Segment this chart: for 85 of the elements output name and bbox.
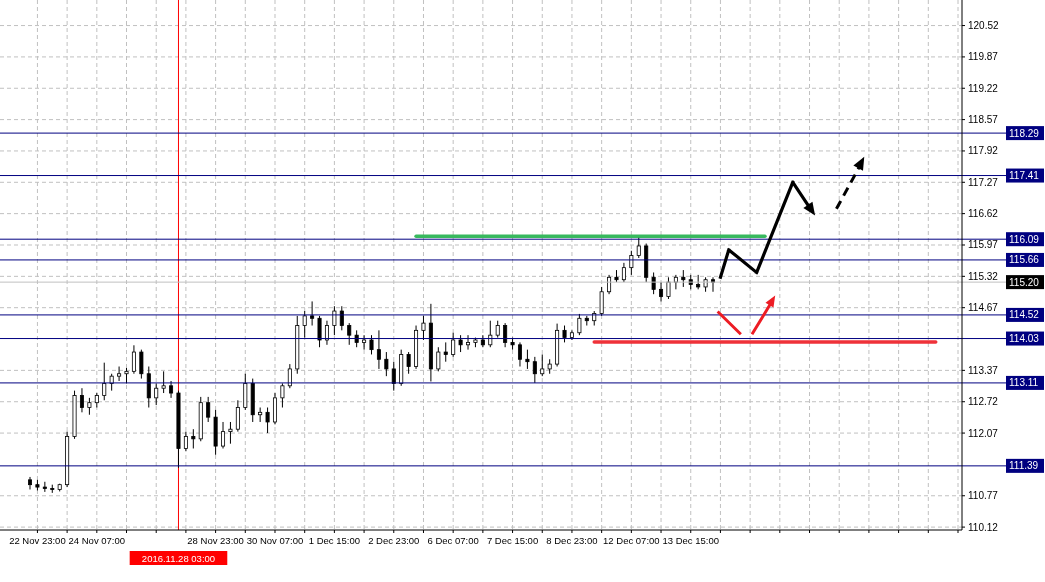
candlestick bbox=[228, 421, 233, 445]
candlestick bbox=[332, 305, 337, 336]
candlestick bbox=[287, 363, 292, 389]
y-tick-label: 115.32 bbox=[968, 270, 999, 282]
x-tick-label: 2016.11.28 03:00 bbox=[141, 552, 216, 564]
candlestick bbox=[265, 407, 270, 434]
ref-line-label: 114.03 bbox=[1009, 333, 1040, 345]
candlestick bbox=[161, 370, 166, 394]
candlestick bbox=[139, 349, 144, 380]
x-tick-label: 22 Nov 23:00 bbox=[9, 535, 66, 546]
candlestick bbox=[391, 361, 396, 392]
ref-line-label: 117.41 bbox=[1009, 170, 1040, 182]
candlestick bbox=[466, 334, 471, 351]
candlestick bbox=[651, 271, 656, 295]
candlestick bbox=[131, 344, 136, 375]
candlestick bbox=[376, 329, 381, 370]
candlestick bbox=[599, 286, 604, 317]
y-tick-label: 114.67 bbox=[968, 302, 999, 314]
candlestick bbox=[235, 399, 240, 433]
candlestick bbox=[525, 349, 530, 370]
candlestick bbox=[369, 334, 374, 355]
candlestick bbox=[406, 351, 411, 375]
candlestick bbox=[621, 262, 626, 283]
y-tick-label: 115.97 bbox=[968, 239, 999, 251]
candlestick bbox=[659, 281, 664, 302]
x-tick-label: 13 Dec 15:00 bbox=[662, 535, 719, 546]
candlestick bbox=[488, 320, 493, 348]
ref-line-label: 114.52 bbox=[1009, 309, 1040, 321]
y-tick-label: 117.27 bbox=[968, 176, 999, 188]
candlestick bbox=[317, 315, 322, 348]
y-tick-label: 117.92 bbox=[968, 145, 999, 157]
candlestick bbox=[339, 305, 344, 331]
x-tick-label: 28 Nov 23:00 bbox=[187, 535, 244, 546]
candlestick bbox=[206, 396, 211, 423]
x-tick-label: 6 Dec 07:00 bbox=[427, 535, 479, 546]
y-tick-label: 120.52 bbox=[968, 20, 1000, 32]
y-tick-label: 110.12 bbox=[968, 521, 999, 533]
y-tick-label: 113.37 bbox=[968, 364, 999, 376]
candlestick bbox=[436, 346, 441, 372]
ref-line-label: 113.11 bbox=[1009, 377, 1039, 389]
candlestick bbox=[532, 356, 537, 384]
y-tick-label: 119.22 bbox=[968, 82, 999, 94]
candlestick bbox=[154, 382, 159, 406]
ref-line-label: 115.20 bbox=[1009, 276, 1040, 288]
y-tick-label: 112.07 bbox=[968, 427, 999, 439]
candlestick bbox=[310, 300, 315, 327]
candlestick bbox=[517, 341, 522, 368]
candlestick bbox=[443, 341, 448, 363]
candlestick bbox=[302, 310, 307, 339]
candlestick bbox=[540, 353, 545, 377]
x-tick-label: 1 Dec 15:00 bbox=[308, 535, 360, 546]
candlestick bbox=[258, 407, 263, 423]
candlestick bbox=[221, 421, 226, 449]
candlestick bbox=[280, 382, 285, 409]
x-tick-label: 12 Dec 07:00 bbox=[603, 535, 660, 546]
candlestick bbox=[503, 322, 508, 348]
ref-line-label: 118.29 bbox=[1009, 127, 1040, 139]
x-tick-label: 30 Nov 07:00 bbox=[246, 535, 304, 546]
candlestick bbox=[421, 315, 426, 341]
candlestick bbox=[636, 236, 641, 259]
candlestick bbox=[191, 428, 196, 449]
y-tick-label: 116.62 bbox=[968, 208, 999, 220]
candlestick bbox=[117, 366, 122, 382]
candlestick bbox=[666, 276, 671, 300]
y-tick-label: 118.57 bbox=[968, 114, 999, 126]
x-tick-label: 8 Dec 23:00 bbox=[546, 535, 598, 546]
candlestick bbox=[347, 322, 352, 346]
candlestick bbox=[28, 476, 32, 490]
candlestick bbox=[79, 387, 84, 413]
candlestick bbox=[324, 320, 329, 346]
x-tick-label: 24 Nov 07:00 bbox=[68, 535, 126, 546]
y-tick-label: 119.87 bbox=[968, 51, 999, 63]
y-tick-label: 112.72 bbox=[968, 396, 999, 408]
candlestick bbox=[629, 250, 634, 276]
x-tick-label: 7 Dec 15:00 bbox=[486, 535, 539, 546]
candlestick bbox=[451, 332, 456, 358]
ref-line-label: 111.39 bbox=[1009, 460, 1039, 472]
ref-line-label: 116.09 bbox=[1009, 233, 1040, 245]
y-tick-label: 110.77 bbox=[968, 490, 999, 502]
x-tick-label: 2 Dec 23:00 bbox=[368, 535, 420, 546]
candlestick bbox=[102, 362, 107, 401]
candlestick bbox=[384, 351, 389, 377]
candlestick bbox=[362, 334, 367, 351]
candlestick bbox=[183, 431, 188, 452]
ref-line-label: 115.66 bbox=[1009, 254, 1040, 266]
